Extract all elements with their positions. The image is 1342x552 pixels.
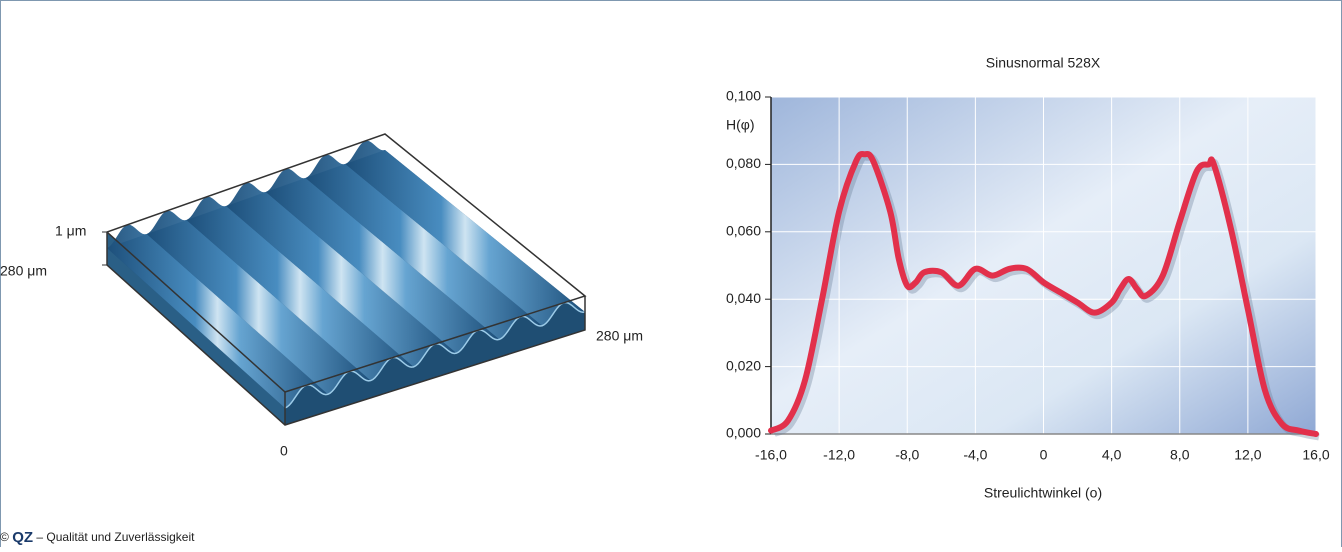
x-tick-label: 16,0 <box>1302 447 1329 463</box>
brand: QZ <box>12 529 33 546</box>
footer-text: – Qualität und Zuverlässigkeit <box>36 530 195 544</box>
y-tick-label: 0,000 <box>726 425 761 441</box>
wave-ridge <box>345 140 585 326</box>
y-tick-label: 0,080 <box>726 155 761 171</box>
wave-ridge <box>186 196 414 381</box>
surface-illustration <box>102 133 587 426</box>
wave-ridge <box>146 210 371 395</box>
depth-label: 280 μm <box>0 263 47 279</box>
footer: © QZ – Qualität und Zuverlässigkeit <box>0 529 195 546</box>
y-tick-label: 0,060 <box>726 223 761 239</box>
wave-ridge <box>305 154 543 340</box>
data-line <box>768 150 1319 437</box>
box-outline <box>105 133 587 393</box>
x-tick-label: 0 <box>1040 447 1048 463</box>
x-tick-label: 8,0 <box>1170 447 1190 463</box>
x-tick-label: -4,0 <box>963 447 987 463</box>
y-axis-label: H(φ) <box>726 117 755 133</box>
wave-ridge <box>107 224 328 408</box>
x-tick-label: -12,0 <box>823 447 855 463</box>
origin-label: 0 <box>280 443 288 459</box>
x-tick-label: -16,0 <box>755 447 787 463</box>
wave-ridge <box>226 182 457 367</box>
front-face <box>285 302 585 425</box>
wave-ridge <box>265 168 500 354</box>
x-tick-label: 4,0 <box>1102 447 1122 463</box>
width-label: 280 μm <box>596 328 643 344</box>
height-label: 1 μm <box>55 223 86 239</box>
x-tick-label: -8,0 <box>895 447 919 463</box>
x-tick-label: 12,0 <box>1234 447 1261 463</box>
chart-title: Sinusnormal 528X <box>986 55 1101 71</box>
x-axis-label: Streulichtwinkel (o) <box>984 485 1102 501</box>
copyright-symbol: © <box>0 530 9 544</box>
line-chart: Sinusnormal 528X H(φ) Streulichtwinkel (… <box>726 55 1330 501</box>
y-tick-label: 0,020 <box>726 357 761 373</box>
y-tick-label: 0,100 <box>726 88 761 104</box>
y-tick-label: 0,040 <box>726 290 761 306</box>
